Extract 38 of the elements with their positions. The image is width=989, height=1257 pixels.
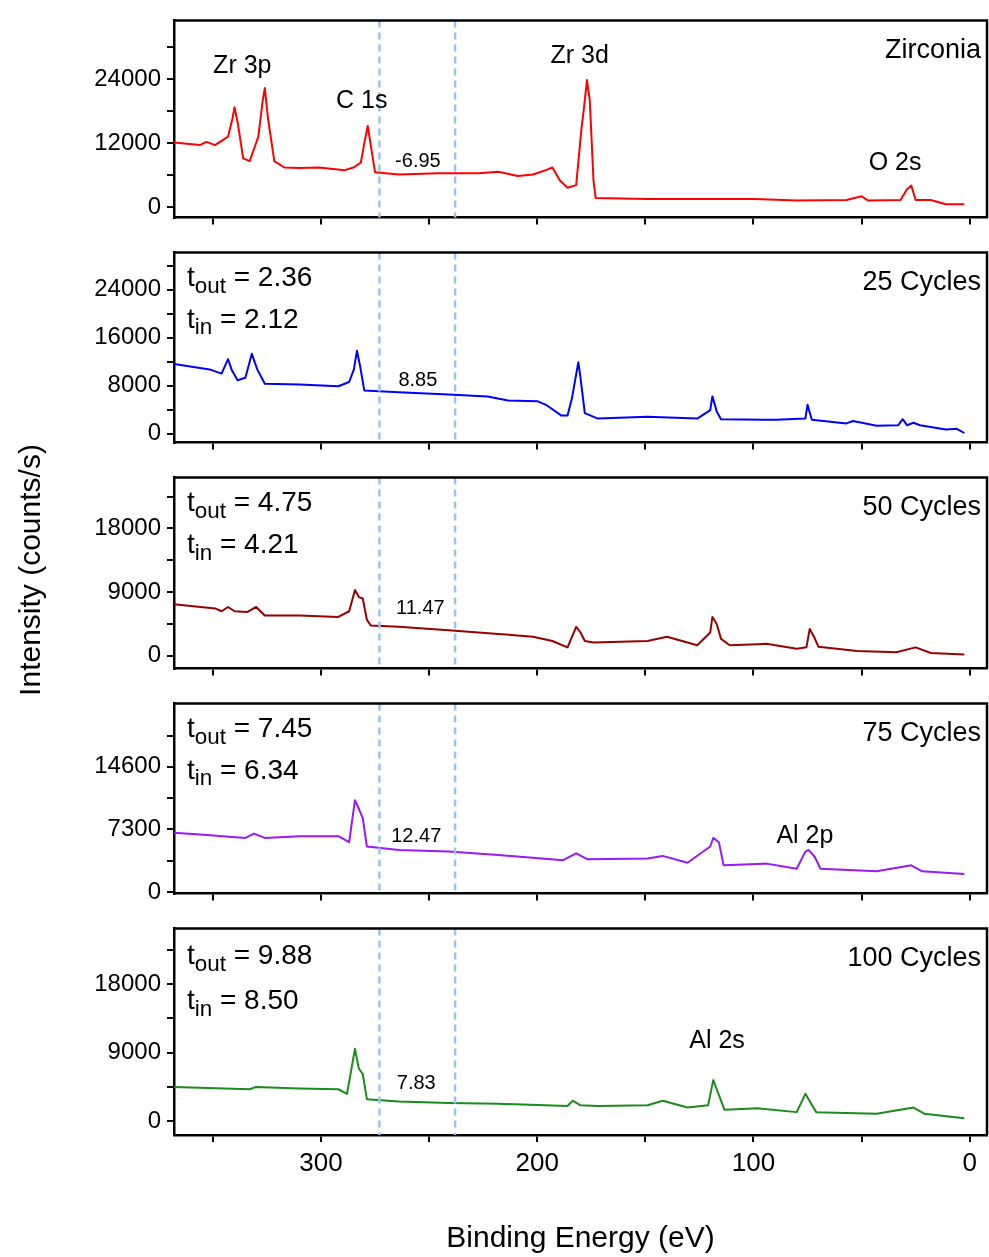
y-tick-label: 0 (147, 640, 161, 668)
annotation: 11.47 (396, 596, 445, 619)
x-tick-label: 200 (515, 1146, 559, 1177)
y-tick-label: 9000 (107, 1037, 161, 1065)
y-tick-label: 16000 (94, 322, 161, 350)
x-tick-label: 300 (299, 1146, 343, 1177)
y-tick-label: 7300 (107, 813, 161, 841)
y-tick-label: 0 (147, 1105, 161, 1133)
annotation: Al 2s (689, 1025, 745, 1054)
annotation: Al 2p (776, 820, 834, 849)
text: 50 Cycles (862, 490, 981, 521)
y-tick-label: 24000 (94, 274, 161, 302)
annotation: -6.95 (395, 148, 441, 171)
annotation: 7.83 (396, 1070, 436, 1093)
annotation: 8.85 (398, 367, 438, 390)
text: 25 Cycles (862, 265, 981, 296)
y-tick-label: 24000 (94, 63, 161, 91)
y-tick-label: 9000 (107, 576, 161, 604)
annotation: C 1s (336, 85, 388, 114)
x-tick-label: 100 (731, 1146, 776, 1177)
x-axis-title: Binding Energy (eV) (446, 1220, 715, 1254)
annotation: O 2s (868, 146, 922, 175)
annotation: 12.47 (391, 823, 442, 846)
text: 100 Cycles (847, 941, 982, 972)
y-tick-label: 14600 (94, 751, 161, 779)
y-tick-label: 0 (147, 191, 161, 219)
x-tick-label: 0 (962, 1146, 977, 1177)
text: 75 Cycles (862, 716, 981, 747)
text: Zirconia (884, 33, 982, 64)
y-axis-title: Intensity (counts/s) (13, 444, 47, 696)
y-tick-label: 0 (147, 418, 161, 446)
annotation: Zr 3d (550, 39, 609, 68)
y-tick-label: 0 (147, 876, 161, 904)
annotation: Zr 3p (213, 50, 272, 79)
y-tick-label: 8000 (107, 370, 161, 398)
y-tick-label: 18000 (94, 968, 161, 996)
y-tick-label: 12000 (94, 127, 161, 155)
y-tick-label: 18000 (94, 513, 161, 541)
